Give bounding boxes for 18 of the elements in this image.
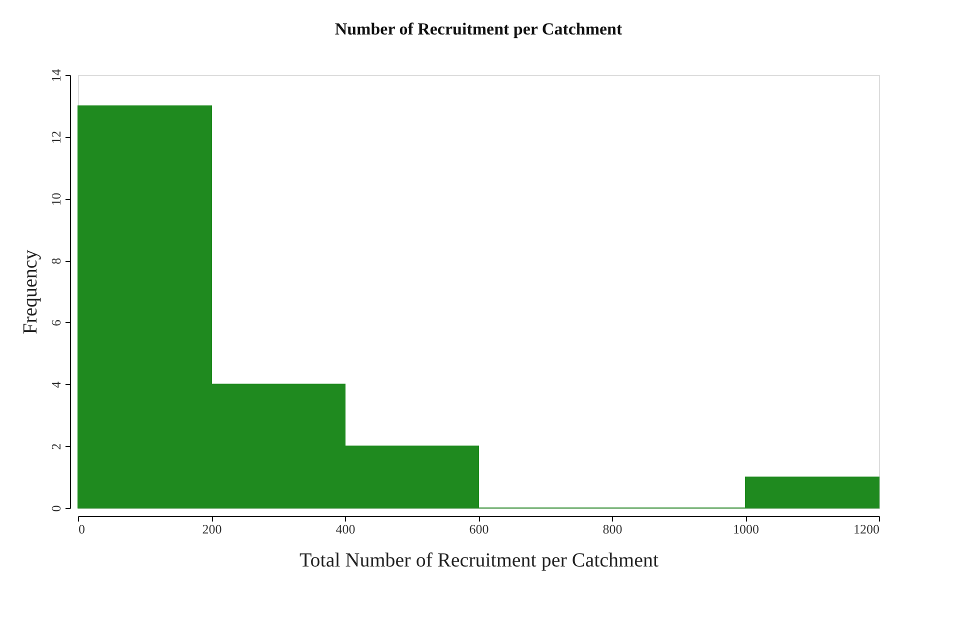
y-tick-label: 2 [48,443,64,450]
x-tick-label: 1200 [854,522,880,536]
x-tick-label: 0 [78,522,85,536]
y-tick-label: 12 [48,130,64,144]
y-axis-title: Frequency [20,250,42,334]
x-tick-label: 800 [602,522,622,536]
y-tick-label: 10 [48,192,64,206]
x-tick-label: 200 [202,522,222,536]
y-tick-label: 4 [48,381,64,388]
chart-title: Number of Recruitment per Catchment [334,20,623,38]
x-tick-label: 1000 [733,522,759,536]
x-axis-title: Total Number of Recruitment per Catchment [299,550,659,572]
y-tick-label: 8 [48,258,64,264]
x-tick-label: 400 [336,522,356,536]
y-tick-label: 14 [48,68,64,82]
x-tick-label: 600 [469,522,489,536]
y-tick-label: 6 [48,319,64,326]
y-tick-label: 0 [48,505,64,512]
